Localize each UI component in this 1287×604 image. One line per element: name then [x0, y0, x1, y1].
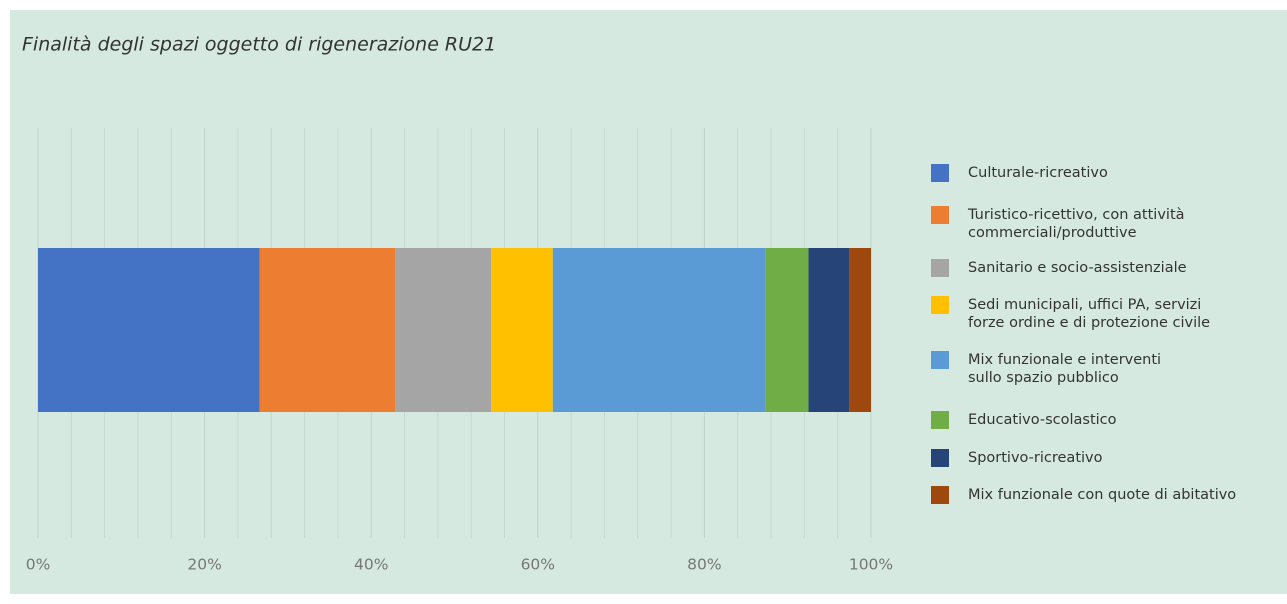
legend-label: Turistico-ricettivo, con attività commer…: [968, 207, 1185, 241]
legend-swatch: [931, 411, 949, 429]
bar-segment: [849, 248, 871, 412]
legend-label: Mix funzionale e interventi sullo spazio…: [968, 352, 1162, 386]
legend-swatch: [931, 449, 949, 467]
legend-label: Mix funzionale con quote di abitativo: [968, 487, 1237, 503]
legend-label: Educativo-scolastico: [968, 412, 1117, 428]
legend-entry: Sportivo-ricreativo: [931, 449, 1103, 467]
legend-swatch: [931, 351, 949, 369]
bar-segment: [491, 248, 553, 412]
bar-segment: [395, 248, 492, 412]
legend-label: Culturale-ricreativo: [968, 165, 1108, 181]
bar-segment: [259, 248, 396, 412]
bar-segment: [808, 248, 850, 412]
bar-segment: [38, 248, 260, 412]
legend-entry: Culturale-ricreativo: [931, 164, 1108, 182]
legend-swatch: [931, 164, 949, 182]
legend-label: Sedi municipali, uffici PA, servizi forz…: [968, 297, 1211, 331]
legend-entry: Mix funzionale con quote di abitativo: [931, 486, 1236, 504]
bar-segment: [552, 248, 766, 412]
legend-swatch: [931, 259, 949, 277]
x-tick-label: 0%: [26, 556, 51, 574]
legend-swatch: [931, 206, 949, 224]
x-tick-label: 20%: [187, 556, 221, 574]
legend-entry: Educativo-scolastico: [931, 411, 1117, 429]
legend-entry: Sanitario e socio-assistenziale: [931, 259, 1187, 277]
x-tick-label: 80%: [687, 556, 721, 574]
legend-entry: Sedi municipali, uffici PA, servizi forz…: [931, 296, 1210, 332]
bar-segment: [765, 248, 809, 412]
x-tick-label: 40%: [354, 556, 388, 574]
legend-label: Sportivo-ricreativo: [968, 450, 1103, 466]
legend-swatch: [931, 296, 949, 314]
x-tick-label: 60%: [521, 556, 555, 574]
chart-title: Finalità degli spazi oggetto di rigenera…: [22, 34, 496, 56]
legend-entry: Turistico-ricettivo, con attività commer…: [931, 206, 1185, 242]
legend-label: Sanitario e socio-assistenziale: [968, 260, 1187, 276]
legend-entry: Mix funzionale e interventi sullo spazio…: [931, 351, 1161, 387]
legend-swatch: [931, 486, 949, 504]
x-tick-label: 100%: [849, 556, 893, 574]
